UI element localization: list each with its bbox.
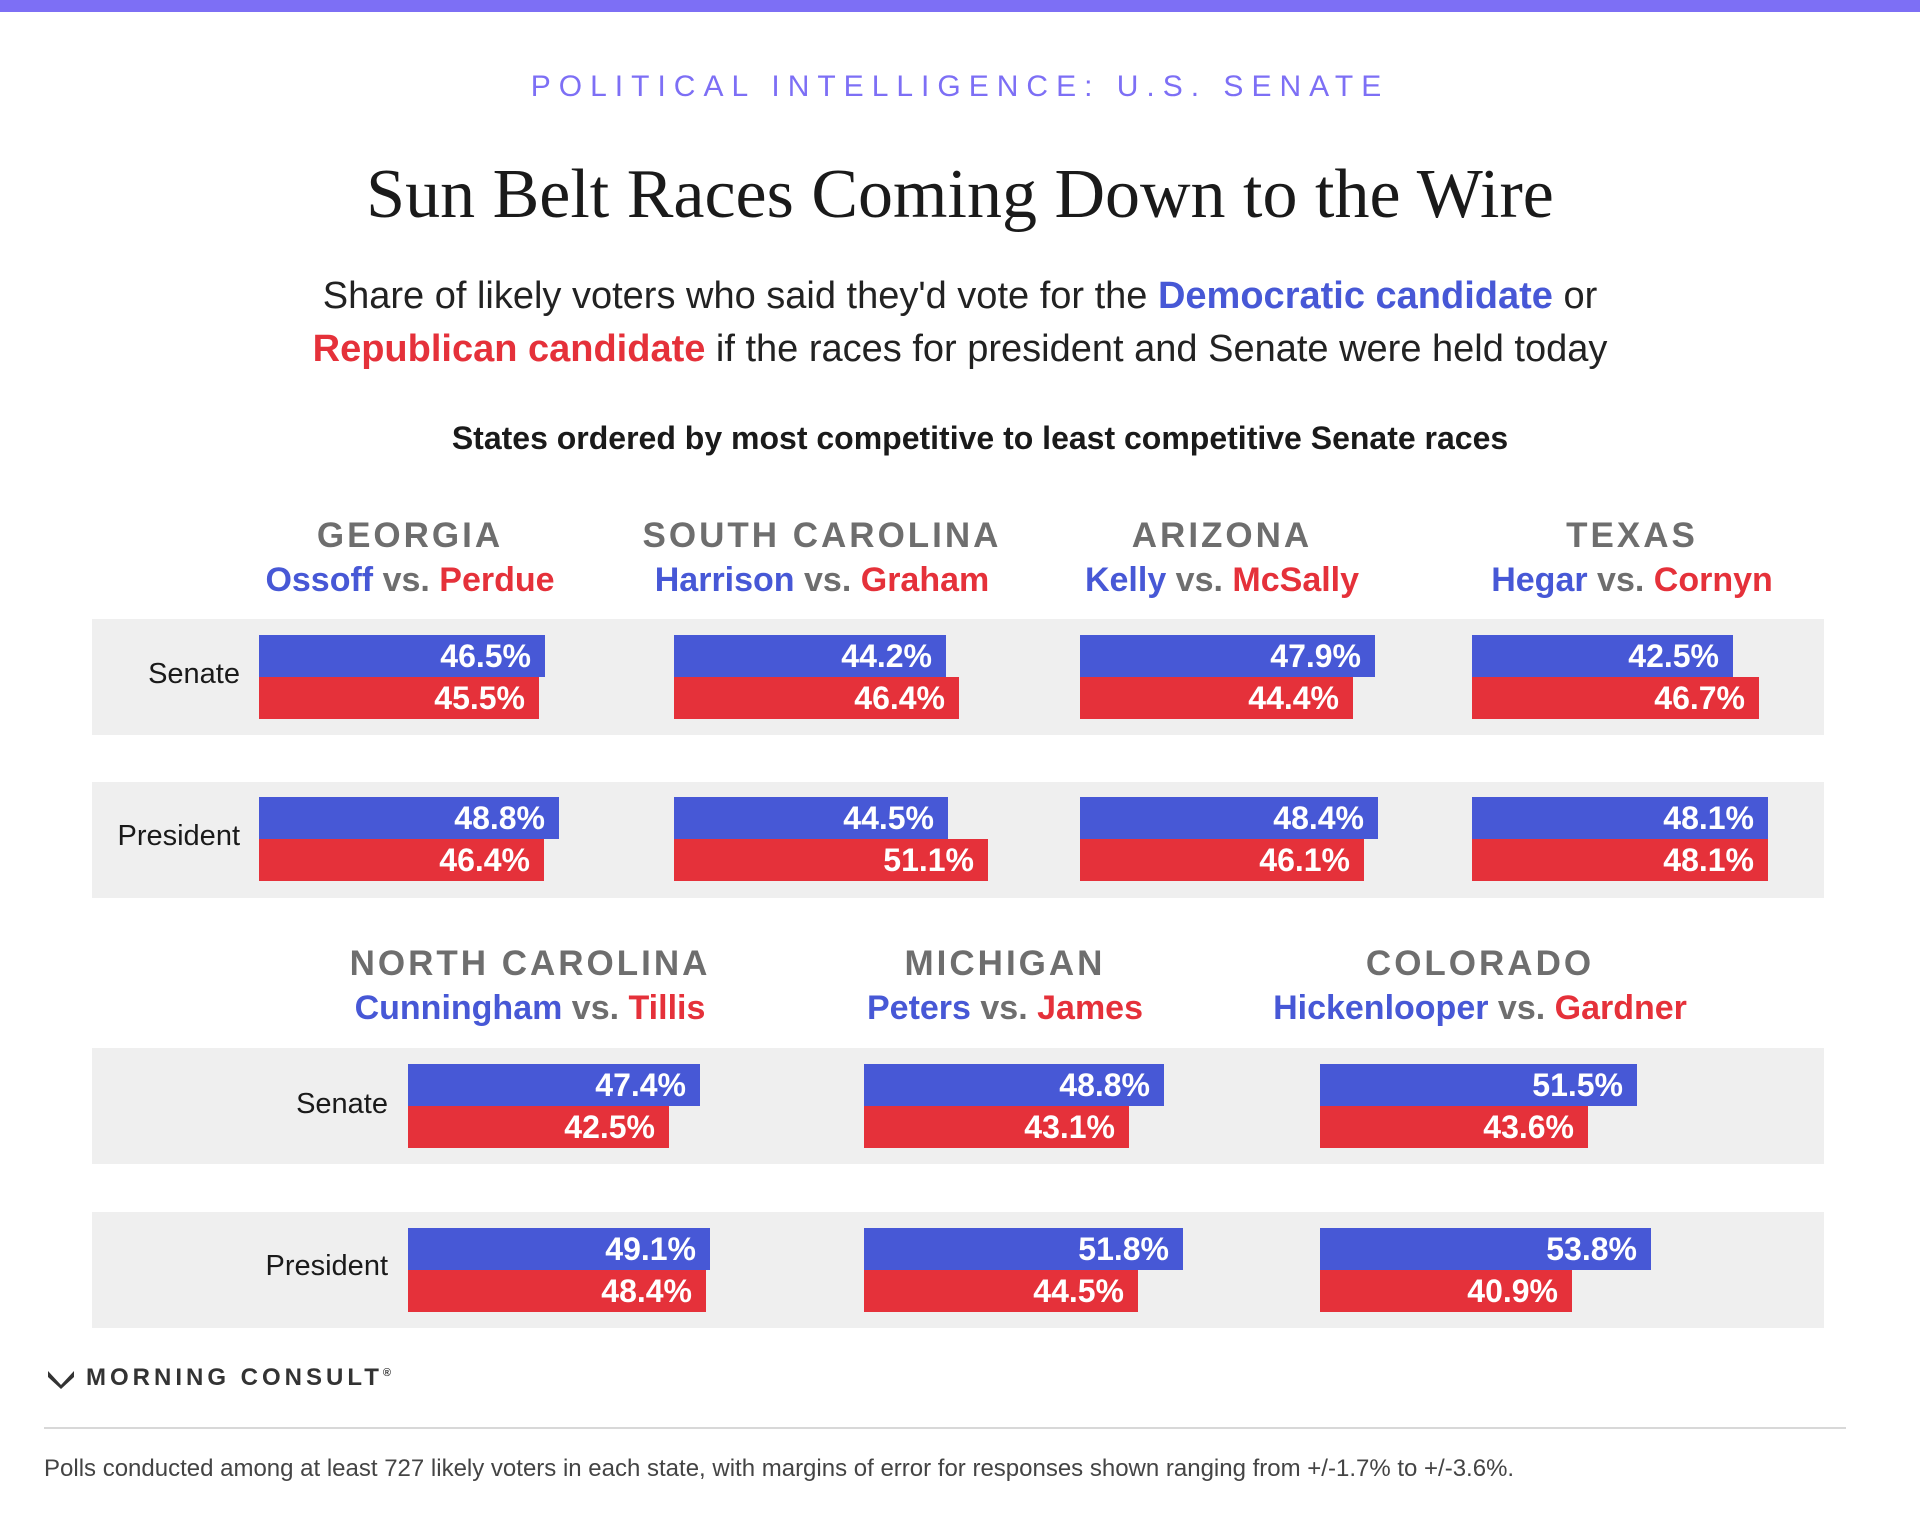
bar-michigan-president-dem: 51.8%: [864, 1228, 1183, 1270]
subtitle-line-2: Republican candidate if the races for pr…: [0, 328, 1920, 371]
row-label-president-top: President: [117, 820, 240, 852]
bar-texas-senate-rep: 46.7%: [1472, 677, 1759, 719]
bar-south-carolina-president-rep: 51.1%: [674, 839, 988, 881]
subtitle-democratic: Democratic candidate: [1157, 275, 1553, 317]
eyebrow: POLITICAL INTELLIGENCE: U.S. SENATE: [530, 70, 1390, 103]
bar-arizona-president-rep: 46.1%: [1080, 839, 1364, 881]
bar-arizona-senate-rep: 44.4%: [1080, 677, 1353, 719]
vs-label: vs.: [794, 561, 861, 599]
dem-candidate-georgia: Ossoff: [265, 561, 374, 599]
vs-label: vs.: [1488, 989, 1555, 1027]
rep-candidate-north-carolina: Tillis: [628, 989, 706, 1027]
bar-south-carolina-senate-dem: 44.2%: [674, 635, 946, 677]
brand-mark: ®: [382, 1367, 391, 1379]
top-accent-bar: [0, 0, 1920, 12]
dem-candidate-south-carolina: Harrison: [654, 561, 795, 599]
state-name-north-carolina: NORTH CAROLINA: [349, 944, 711, 983]
vs-label: vs.: [1166, 561, 1233, 599]
rep-candidate-georgia: Perdue: [439, 561, 555, 599]
subtitle-text-a: Share of likely voters who said they'd v…: [322, 275, 1158, 317]
bar-north-carolina-senate-dem: 47.4%: [408, 1064, 700, 1106]
vs-label: vs.: [562, 989, 629, 1027]
rep-candidate-south-carolina: Graham: [860, 561, 990, 599]
bar-arizona-senate-dem: 47.9%: [1080, 635, 1375, 677]
bar-michigan-senate-dem: 48.8%: [864, 1064, 1164, 1106]
state-name-texas: TEXAS: [1566, 516, 1698, 555]
chart-title: Sun Belt Races Coming Down to the Wire: [366, 156, 1554, 233]
order-note: States ordered by most competitive to le…: [451, 420, 1509, 456]
state-name-arizona: ARIZONA: [1131, 516, 1313, 555]
dem-candidate-texas: Hegar: [1491, 561, 1588, 599]
row-label-senate-top: Senate: [148, 658, 240, 690]
brand-name: MORNING CONSULT®: [86, 1364, 391, 1392]
bar-georgia-president-rep: 46.4%: [259, 839, 544, 881]
matchup-michigan: Peters vs. James: [755, 989, 1255, 1028]
bar-north-carolina-senate-rep: 42.5%: [408, 1106, 669, 1148]
subtitle-text-c: if the races for president and Senate we…: [705, 328, 1608, 370]
bar-arizona-president-dem: 48.4%: [1080, 797, 1378, 839]
bar-georgia-senate-rep: 45.5%: [259, 677, 539, 719]
rep-candidate-michigan: James: [1037, 989, 1143, 1027]
bar-north-carolina-president-rep: 48.4%: [408, 1270, 706, 1312]
dem-candidate-north-carolina: Cunningham: [354, 989, 563, 1027]
dem-candidate-colorado: Hickenlooper: [1273, 989, 1489, 1027]
bar-colorado-senate-rep: 43.6%: [1320, 1106, 1588, 1148]
row-label-senate-bottom: Senate: [296, 1088, 388, 1120]
matchup-arizona: Kelly vs. McSally: [972, 561, 1472, 600]
row-label-president-bottom: President: [265, 1250, 388, 1282]
footer-divider: [44, 1427, 1846, 1429]
bar-georgia-senate-dem: 46.5%: [259, 635, 545, 677]
bar-colorado-senate-dem: 51.5%: [1320, 1064, 1637, 1106]
bar-south-carolina-senate-rep: 46.4%: [674, 677, 959, 719]
bar-colorado-president-rep: 40.9%: [1320, 1270, 1572, 1312]
dem-candidate-michigan: Peters: [866, 989, 971, 1027]
bar-michigan-president-rep: 44.5%: [864, 1270, 1138, 1312]
bar-south-carolina-president-dem: 44.5%: [674, 797, 948, 839]
bar-michigan-senate-rep: 43.1%: [864, 1106, 1129, 1148]
rep-candidate-arizona: McSally: [1232, 561, 1360, 599]
dem-candidate-arizona: Kelly: [1084, 561, 1167, 599]
bar-texas-president-dem: 48.1%: [1472, 797, 1768, 839]
matchup-north-carolina: Cunningham vs. Tillis: [280, 989, 780, 1028]
vs-label: vs.: [970, 989, 1038, 1027]
state-name-michigan: MICHIGAN: [904, 944, 1106, 983]
state-name-south-carolina: SOUTH CAROLINA: [642, 516, 1002, 555]
rep-candidate-texas: Cornyn: [1653, 561, 1773, 599]
bar-colorado-president-dem: 53.8%: [1320, 1228, 1651, 1270]
morning-consult-logo-icon: [48, 1371, 74, 1389]
bar-north-carolina-president-dem: 49.1%: [408, 1228, 710, 1270]
matchup-south-carolina: Harrison vs. Graham: [572, 561, 1072, 600]
matchup-texas: Hegar vs. Cornyn: [1382, 561, 1882, 600]
matchup-colorado: Hickenlooper vs. Gardner: [1230, 989, 1730, 1028]
bar-texas-president-rep: 48.1%: [1472, 839, 1768, 881]
matchup-georgia: Ossoff vs. Perdue: [160, 561, 660, 600]
brand-name-text: MORNING CONSULT: [86, 1364, 383, 1391]
subtitle-republican: Republican candidate: [312, 328, 706, 370]
bar-georgia-president-dem: 48.8%: [259, 797, 559, 839]
bar-texas-senate-dem: 42.5%: [1472, 635, 1733, 677]
rep-candidate-colorado: Gardner: [1554, 989, 1687, 1027]
state-name-georgia: GEORGIA: [316, 516, 504, 555]
subtitle-text-b: or: [1552, 275, 1598, 317]
footnote: Polls conducted among at least 727 likel…: [44, 1455, 1515, 1482]
vs-label: vs.: [373, 561, 440, 599]
state-name-colorado: COLORADO: [1365, 944, 1595, 983]
vs-label: vs.: [1587, 561, 1654, 599]
subtitle-line-1: Share of likely voters who said they'd v…: [0, 275, 1920, 318]
